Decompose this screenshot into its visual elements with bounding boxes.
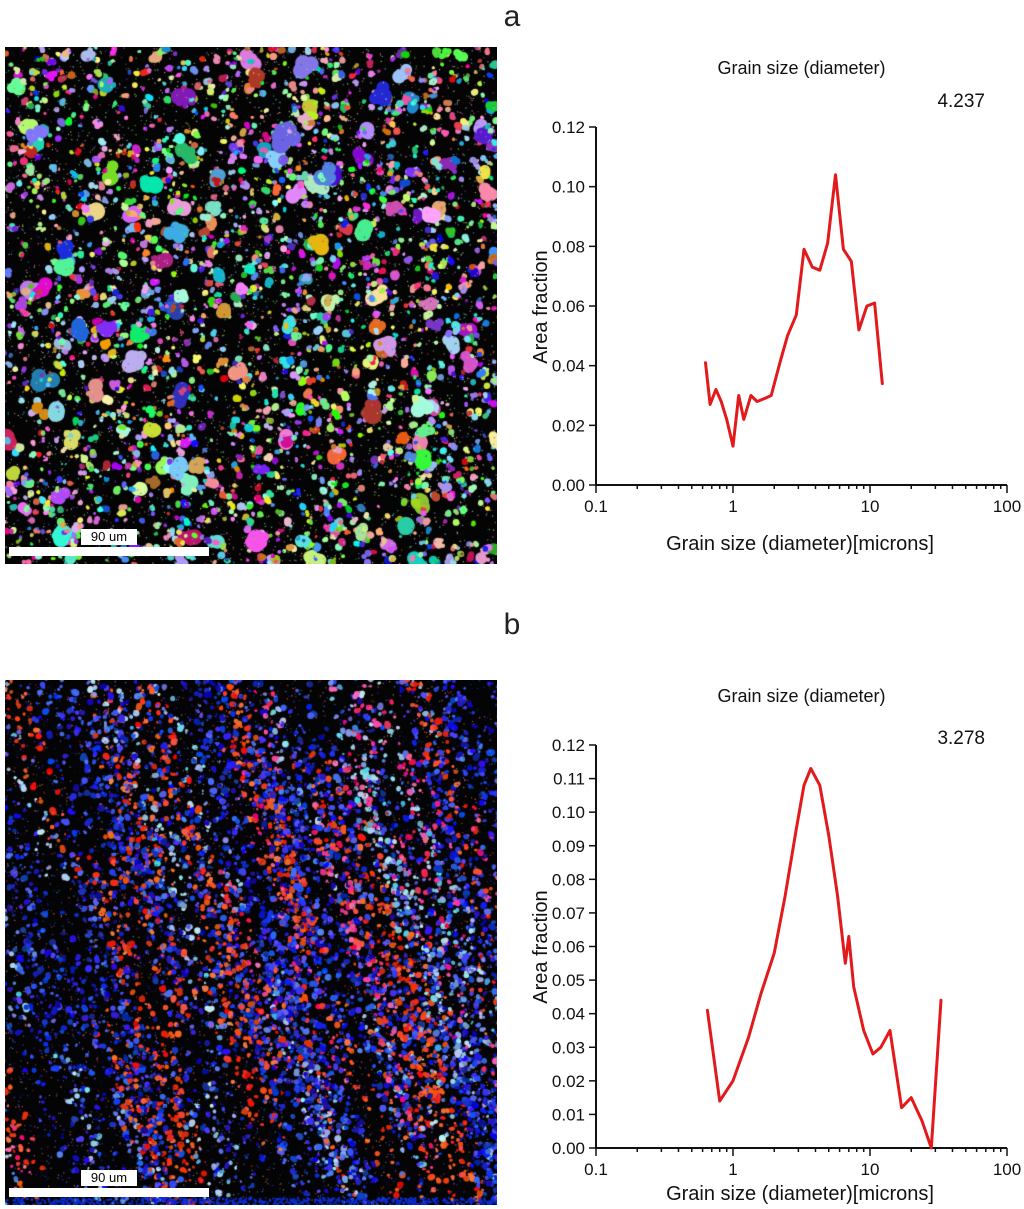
- scale-bar-label: 90 um: [80, 1170, 138, 1186]
- grain-size-chart-a: Grain size (diameter) 4.237 0.1 1 10 100 0.0…: [530, 55, 1024, 585]
- svg-text:0.04: 0.04: [552, 357, 585, 376]
- scale-bar-line: [9, 547, 209, 556]
- chart-title: Grain size (diameter): [717, 686, 886, 706]
- svg-text:10: 10: [861, 497, 880, 516]
- x-axis-label: Grain size (diameter)[microns]: [666, 1183, 934, 1205]
- svg-text:0.1: 0.1: [584, 1160, 608, 1179]
- svg-text:0.10: 0.10: [552, 803, 585, 822]
- svg-text:100: 100: [993, 497, 1021, 516]
- scale-bar: 90 um: [9, 1169, 209, 1197]
- svg-text:0.01: 0.01: [552, 1105, 585, 1124]
- svg-text:0.02: 0.02: [552, 1072, 585, 1091]
- svg-text:0.1: 0.1: [584, 497, 608, 516]
- x-axis-label: Grain size (diameter)[microns]: [666, 533, 934, 555]
- svg-text:0.02: 0.02: [552, 416, 585, 435]
- svg-text:0.07: 0.07: [552, 904, 585, 923]
- svg-text:0.05: 0.05: [552, 971, 585, 990]
- svg-text:0.09: 0.09: [552, 837, 585, 856]
- mean-grain-size-value: 4.237: [937, 91, 985, 112]
- ebsd-grain-map-b-image: [5, 680, 497, 1205]
- distribution-line: [705, 767, 943, 1150]
- ebsd-grain-map-a-image: [5, 47, 497, 564]
- y-axis-label: Area fraction: [530, 250, 552, 364]
- svg-text:1: 1: [728, 1160, 737, 1179]
- svg-text:100: 100: [993, 1160, 1021, 1179]
- panel-label-b: b: [503, 608, 521, 641]
- svg-text:0.08: 0.08: [552, 237, 585, 256]
- svg-text:1: 1: [728, 497, 737, 516]
- svg-text:0.10: 0.10: [552, 178, 585, 197]
- scale-bar-label: 90 um: [80, 529, 138, 545]
- chart-title: Grain size (diameter): [717, 58, 886, 78]
- mean-grain-size-value: 3.278: [937, 728, 985, 749]
- svg-text:0.06: 0.06: [552, 938, 585, 957]
- svg-text:10: 10: [861, 1160, 880, 1179]
- svg-text:0.12: 0.12: [552, 118, 585, 137]
- y-axis-label: Area fraction: [530, 890, 552, 1004]
- scale-bar-line: [9, 1188, 209, 1197]
- svg-text:0.12: 0.12: [552, 738, 585, 755]
- distribution-line: [704, 173, 884, 448]
- svg-text:0.08: 0.08: [552, 870, 585, 889]
- svg-text:0.00: 0.00: [552, 1139, 585, 1158]
- svg-text:0.06: 0.06: [552, 297, 585, 316]
- scale-bar: 90 um: [9, 528, 209, 556]
- svg-text:0.00: 0.00: [552, 476, 585, 495]
- grain-size-chart-b: Grain size (diameter) 3.278 0.1 1 10 100 0.0…: [530, 683, 1024, 1209]
- panel-label-a: a: [503, 0, 521, 33]
- chart-plot-area: 0.1 1 10 100 0.00 0.02 0.04 0.06 0.08 0.10 0.12: [552, 118, 1021, 516]
- ebsd-grain-map-b: 90 um: [5, 680, 497, 1205]
- svg-text:0.11: 0.11: [553, 770, 585, 789]
- svg-text:0.03: 0.03: [552, 1038, 585, 1057]
- svg-text:0.04: 0.04: [552, 1005, 585, 1024]
- ebsd-grain-map-a: 90 um: [5, 47, 497, 564]
- chart-plot-area: 0.1 1 10 1000.000.010.020.030.040.050.060.0…: [552, 738, 1021, 1179]
